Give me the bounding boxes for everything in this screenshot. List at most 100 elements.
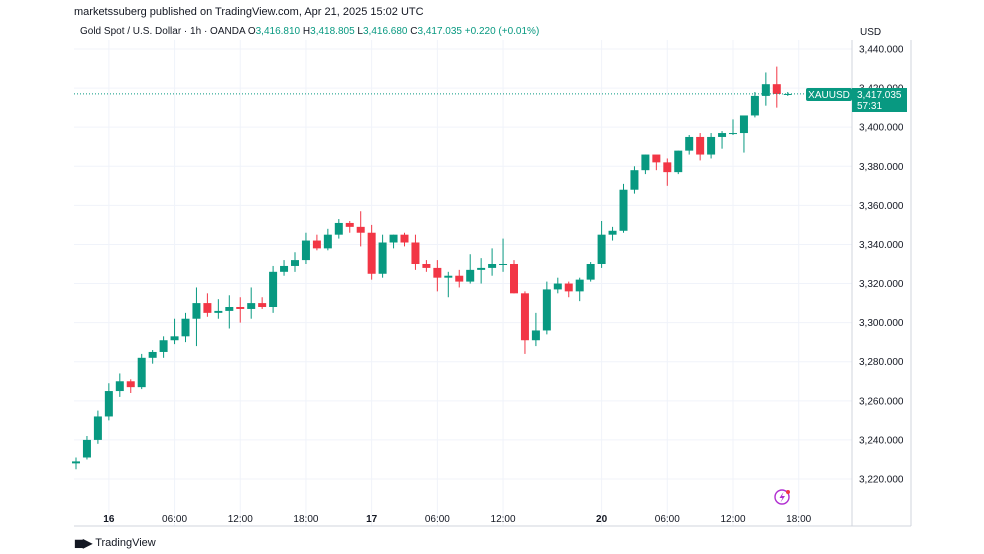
candle-body (531, 330, 540, 341)
candle-body (772, 84, 781, 94)
symbol-title[interactable]: Gold Spot / U.S. Dollar · 1h · OANDA (80, 26, 246, 37)
price-tick-label: 3,380.000 (859, 162, 904, 173)
candle-body (400, 234, 409, 243)
high-label: H (302, 26, 311, 37)
symbol-badge (806, 88, 852, 101)
candle-series (72, 66, 792, 470)
time-tick-label: 18:00 (293, 514, 318, 525)
candle-body (389, 234, 398, 243)
time-tick-label: 16 (103, 514, 115, 525)
time-tick-label: 06:00 (655, 514, 680, 525)
candle-body (93, 416, 102, 440)
candle-body (269, 271, 278, 307)
candle-body (280, 265, 289, 272)
published-header: marketssuberg published on TradingView.c… (74, 6, 424, 18)
low-label: L (357, 26, 363, 37)
candle-body (488, 264, 497, 268)
time-tick-label: 06:00 (425, 514, 450, 525)
candle-body (312, 240, 321, 249)
candle-body (192, 303, 201, 319)
candle-body (619, 189, 628, 231)
time-tick-label: 12:00 (491, 514, 516, 525)
candle-body (323, 234, 332, 249)
price-tick-label: 3,280.000 (859, 357, 904, 368)
tradingview-logo-icon: ◼▶ (74, 536, 92, 550)
candle-body (575, 279, 584, 292)
time-tick-label: 06:00 (162, 514, 187, 525)
price-tick-label: 3,340.000 (859, 240, 904, 251)
close-value: 3,417.035 (417, 26, 463, 37)
last-price-value: 3,417.035 (857, 90, 902, 101)
candle-body (783, 93, 792, 95)
candle-body (72, 461, 80, 464)
price-tick-label: 3,300.000 (859, 318, 904, 329)
open-value: 3,416.810 (255, 26, 301, 37)
candle-body (729, 133, 737, 135)
time-tick-label: 18:00 (786, 514, 811, 525)
candle-body (739, 115, 748, 134)
candle-body (685, 136, 694, 151)
lightning-icon[interactable] (774, 489, 790, 505)
candle-body (82, 439, 91, 458)
candle-body (159, 340, 168, 352)
candle-body (115, 381, 124, 392)
candle-body (345, 222, 354, 227)
price-tick-label: 3,220.000 (859, 475, 904, 486)
candle-body (236, 307, 245, 309)
price-axis-unit[interactable]: USD (860, 27, 882, 38)
candle-body (652, 154, 661, 163)
candle-body (411, 242, 420, 264)
time-tick-label: 12:00 (228, 514, 253, 525)
candle-body (378, 242, 387, 274)
candle-body (214, 310, 223, 313)
candle-body (707, 136, 716, 155)
candle-body (356, 226, 365, 233)
candle-body (367, 232, 376, 274)
footer-branding[interactable]: ◼▶ TradingView (74, 536, 156, 550)
last-price-badge (852, 88, 907, 112)
candle-body (499, 264, 508, 265)
candle-body (750, 95, 759, 116)
candle-body (520, 293, 529, 341)
candle-body (258, 303, 267, 307)
chart-grid (74, 40, 852, 526)
candle-body (477, 267, 486, 270)
candle-body (301, 240, 310, 261)
candle-body (126, 381, 135, 388)
candle-body (674, 150, 683, 173)
change-value: +0.220 (+0.01%) (464, 26, 540, 37)
candle-body (586, 264, 595, 280)
candle-body (597, 234, 606, 264)
candle-body (608, 230, 617, 235)
candle-body (466, 269, 475, 282)
candle-body (444, 275, 453, 278)
open-label: O (247, 26, 256, 37)
price-badge[interactable]: XAUUSD 3,417.035 57:31 (806, 88, 907, 112)
candle-body (510, 264, 518, 294)
price-tick-label: 3,400.000 (859, 123, 904, 134)
candle-body (203, 303, 212, 313)
candle-body (761, 84, 770, 96)
candle-body (433, 267, 442, 278)
low-value: 3,416.680 (362, 26, 408, 37)
symbol-legend: Gold Spot / U.S. Dollar · 1h · OANDA O3,… (80, 26, 539, 37)
candle-body (696, 136, 705, 155)
price-tick-label: 3,360.000 (859, 201, 904, 212)
price-tick-label: 3,260.000 (859, 396, 904, 407)
time-tick-label: 20 (596, 514, 608, 525)
candle-body (663, 162, 672, 173)
candle-body (137, 357, 146, 388)
candle-body (564, 283, 573, 292)
price-tick-label: 3,440.000 (859, 45, 904, 56)
brand-name: TradingView (95, 537, 156, 549)
candle-body (291, 260, 299, 266)
candle-body (170, 336, 179, 341)
candle-body (148, 351, 157, 358)
candle-body (455, 275, 464, 282)
candle-body (225, 307, 234, 311)
bar-countdown: 57:31 (857, 101, 882, 112)
candle-body (422, 264, 431, 268)
time-axis: 16 06:00 12:00 18:00 17 06:00 12:00 20 06:00 12:0… (103, 514, 811, 525)
candle-body (334, 222, 343, 235)
